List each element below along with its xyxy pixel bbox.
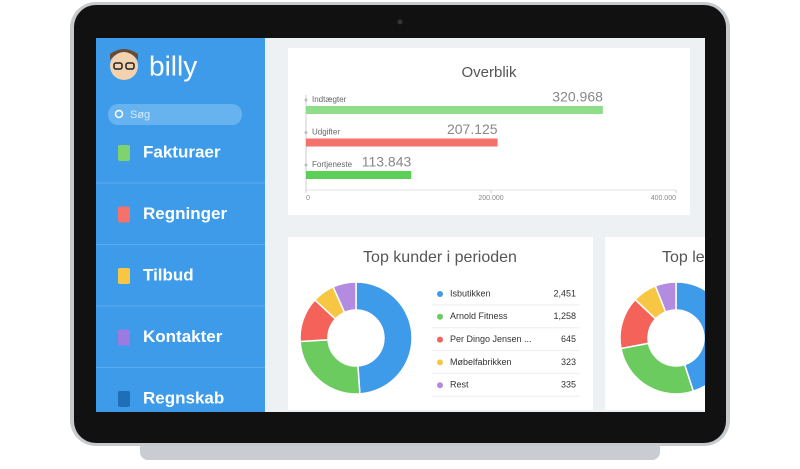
overview-title: Overblik: [461, 64, 517, 81]
bar-dot: [304, 163, 308, 167]
webcam: [397, 19, 403, 25]
x-tick-label: 0: [306, 195, 310, 202]
legend-value: 645: [561, 334, 576, 344]
nav-icon: [118, 391, 130, 407]
donut-segment: [620, 342, 695, 395]
nav-item[interactable]: Regninger: [143, 204, 227, 223]
nav: Fakturaer Regninger Tilbud Kontakter Regnska…: [96, 142, 265, 407]
legend-value: 1,258: [553, 311, 576, 321]
logo-face: [110, 52, 138, 80]
bar: [306, 106, 603, 114]
second-title: Top le: [662, 249, 705, 266]
screen: billy Søg Fakturaer Regninger Tilbud Kontak…: [96, 38, 705, 412]
donut-segment: [355, 281, 413, 395]
logo-glasses: [125, 62, 135, 70]
nav-icon: [118, 329, 130, 346]
value-label: 207.125: [447, 121, 498, 137]
legend-name: Per Dingo Jensen ...: [450, 334, 532, 344]
logo-text: billy: [149, 50, 197, 81]
nav-icon: [118, 268, 130, 284]
bar-label: Udgifter: [312, 128, 340, 137]
customers-title: Top kunder i perioden: [363, 249, 517, 266]
legend-value: 323: [561, 357, 576, 367]
donut-segment: [654, 281, 677, 313]
donut-segment: [332, 281, 357, 314]
search-placeholder: Søg: [130, 109, 150, 121]
legend-value: 335: [561, 380, 576, 390]
legend-dot: [437, 291, 443, 297]
bar-label: Indtægter: [312, 95, 347, 104]
nav-item[interactable]: Tilbud: [143, 265, 194, 284]
logo-glasses: [113, 62, 123, 70]
x-tick-label: 400.000: [651, 195, 676, 202]
legend-dot: [437, 359, 443, 366]
dynamic: 0 200.000 400.000 Indtægter 320.968 Udgifter 2…: [299, 89, 705, 397]
nav-item[interactable]: Fakturaer: [143, 142, 221, 161]
legend-value: 2,451: [553, 288, 576, 298]
legend-dot: [437, 382, 443, 389]
sidebar: [96, 38, 265, 412]
legend-dot: [437, 336, 443, 343]
bar-dot: [304, 131, 308, 134]
legend-name: Isbutikken: [450, 288, 491, 298]
legend-name: Møbelfabrikken: [450, 357, 512, 367]
bar: [306, 171, 412, 179]
nav-icon: [118, 206, 130, 223]
bar: [306, 138, 498, 147]
overview-card: [288, 48, 690, 215]
bar-label: Fortjeneste: [312, 160, 353, 169]
nav-icon: [118, 145, 130, 161]
value-label: 320.968: [552, 89, 603, 105]
legend-name: Rest: [450, 380, 469, 390]
bezel-bottom: [96, 412, 705, 442]
donut-segment: [675, 281, 705, 393]
legend-dot: [437, 313, 443, 320]
bar-dot: [304, 98, 308, 102]
x-tick-label: 200.000: [478, 195, 503, 202]
nav-item[interactable]: Regnskab: [143, 388, 224, 407]
legend-name: Arnold Fitness: [450, 311, 508, 321]
logo-hair: [110, 49, 138, 60]
search-icon: [114, 109, 124, 119]
search-box[interactable]: [108, 104, 242, 125]
nav-item[interactable]: Kontakter: [143, 327, 223, 346]
value-label: 113.843: [362, 154, 412, 170]
